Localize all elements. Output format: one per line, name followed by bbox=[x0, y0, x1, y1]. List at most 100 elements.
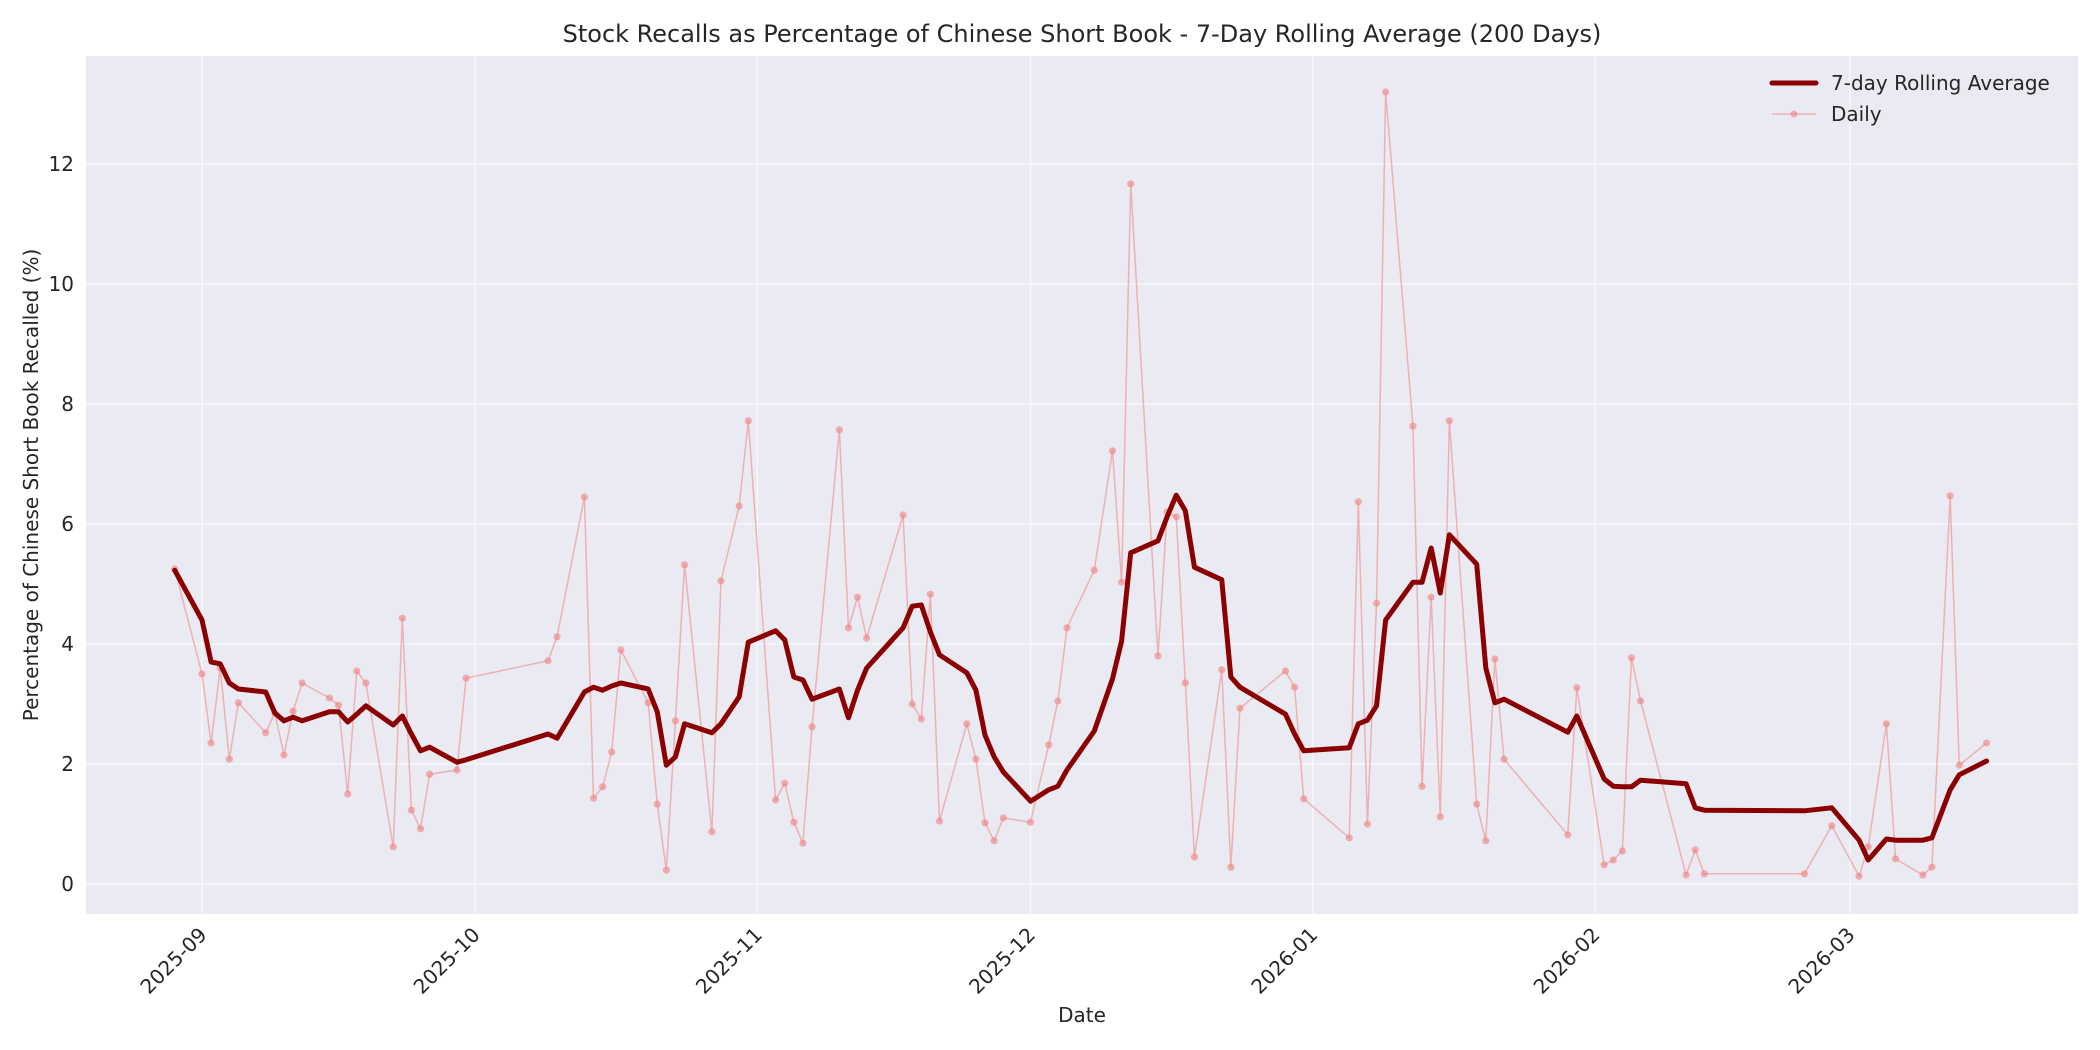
daily-marker bbox=[353, 667, 361, 675]
daily-marker bbox=[708, 828, 716, 836]
legend: 7-day Rolling Average Daily bbox=[1769, 71, 2050, 126]
daily-marker bbox=[362, 679, 370, 687]
daily-marker bbox=[1682, 871, 1690, 879]
daily-marker bbox=[1172, 513, 1180, 521]
daily-marker bbox=[1427, 593, 1435, 601]
daily-marker bbox=[799, 839, 807, 847]
daily-marker bbox=[1864, 843, 1872, 851]
daily-marker bbox=[1600, 861, 1608, 869]
daily-marker bbox=[644, 699, 652, 707]
daily-marker bbox=[990, 837, 998, 845]
gridlines bbox=[86, 56, 2078, 914]
daily-marker bbox=[398, 614, 406, 622]
daily-marker bbox=[344, 790, 352, 798]
daily-marker bbox=[1345, 834, 1353, 842]
daily-marker bbox=[617, 646, 625, 654]
daily-marker bbox=[972, 755, 980, 763]
daily-marker bbox=[544, 657, 552, 665]
daily-marker bbox=[744, 417, 752, 425]
daily-marker bbox=[899, 511, 907, 519]
daily-marker bbox=[407, 806, 416, 814]
y-tick-label: 10 bbox=[49, 272, 74, 296]
daily-marker bbox=[1290, 683, 1299, 691]
daily-marker bbox=[1928, 863, 1936, 871]
daily-marker bbox=[1609, 856, 1617, 864]
daily-marker bbox=[926, 590, 934, 598]
x-tick-label: 2025-11 bbox=[691, 923, 767, 999]
daily-marker bbox=[1955, 761, 1963, 769]
daily-marker bbox=[1855, 872, 1863, 880]
legend-rolling-average-label: 7-day Rolling Average bbox=[1831, 71, 2050, 95]
daily-marker bbox=[1354, 498, 1362, 506]
daily-marker bbox=[653, 800, 661, 808]
daily-marker bbox=[225, 755, 233, 763]
daily-marker bbox=[1946, 492, 1954, 500]
daily-marker bbox=[1982, 739, 1991, 747]
chart-title: Stock Recalls as Percentage of Chinese S… bbox=[563, 20, 1602, 48]
daily-marker bbox=[1218, 666, 1226, 674]
daily-marker bbox=[917, 715, 925, 723]
daily-marker bbox=[1127, 180, 1135, 188]
daily-marker bbox=[553, 633, 561, 641]
daily-marker bbox=[1828, 822, 1836, 830]
x-axis-ticks: 2025-09 2025-10 2025-11 2025-12 2026-01 2026-… bbox=[135, 923, 1859, 999]
y-tick-label: 8 bbox=[61, 392, 74, 416]
daily-marker bbox=[1482, 837, 1490, 845]
daily-marker bbox=[1181, 679, 1189, 687]
daily-marker bbox=[298, 679, 306, 687]
daily-marker bbox=[426, 770, 434, 778]
daily-marker bbox=[808, 723, 816, 731]
daily-marker bbox=[262, 729, 270, 737]
x-tick-label: 2026-02 bbox=[1529, 923, 1605, 999]
y-axis-label: Percentage of Chinese Short Book Recalle… bbox=[19, 249, 43, 722]
legend-daily-label: Daily bbox=[1831, 102, 1882, 126]
daily-marker bbox=[289, 707, 297, 715]
daily-marker bbox=[389, 843, 397, 851]
daily-marker bbox=[935, 817, 944, 825]
series-rolling-average bbox=[172, 492, 1990, 863]
daily-marker bbox=[325, 694, 334, 702]
daily-marker bbox=[334, 701, 343, 709]
daily-marker bbox=[1108, 447, 1117, 455]
daily-marker bbox=[1236, 704, 1244, 712]
daily-marker bbox=[608, 748, 616, 756]
daily-marker bbox=[1500, 755, 1508, 763]
daily-marker bbox=[1154, 652, 1162, 660]
daily-marker bbox=[1700, 870, 1708, 878]
rolling-average-line bbox=[172, 492, 1990, 863]
daily-marker bbox=[280, 751, 288, 759]
daily-marker bbox=[908, 700, 916, 708]
daily-line bbox=[173, 91, 1988, 877]
y-tick-label: 12 bbox=[49, 152, 74, 176]
daily-marker bbox=[462, 674, 470, 682]
daily-marker bbox=[1882, 720, 1891, 728]
daily-marker bbox=[1090, 566, 1098, 574]
daily-marker bbox=[1382, 88, 1390, 96]
daily-marker bbox=[1573, 684, 1581, 692]
x-tick-label: 2026-01 bbox=[1246, 923, 1322, 999]
x-tick-label: 2025-10 bbox=[409, 923, 485, 999]
daily-marker bbox=[1473, 800, 1481, 808]
daily-marker bbox=[1227, 863, 1235, 871]
daily-marker bbox=[580, 493, 589, 501]
daily-marker bbox=[835, 426, 843, 434]
y-tick-label: 6 bbox=[61, 512, 74, 536]
daily-marker bbox=[1627, 654, 1636, 662]
daily-marker bbox=[999, 814, 1007, 822]
daily-marker bbox=[1691, 846, 1699, 854]
daily-marker bbox=[1891, 855, 1900, 863]
daily-marker bbox=[1636, 697, 1645, 705]
x-tick-label: 2026-03 bbox=[1783, 923, 1859, 999]
daily-marker bbox=[1118, 578, 1126, 586]
plot-area bbox=[86, 56, 2078, 914]
daily-marker bbox=[416, 825, 425, 833]
daily-marker bbox=[198, 670, 206, 678]
daily-marker bbox=[772, 796, 780, 804]
daily-marker bbox=[662, 866, 670, 874]
daily-marker bbox=[1063, 624, 1071, 632]
daily-marker bbox=[1418, 782, 1426, 790]
daily-marker bbox=[1445, 417, 1453, 425]
x-tick-label: 2025-09 bbox=[135, 923, 211, 999]
y-tick-label: 2 bbox=[61, 752, 74, 776]
